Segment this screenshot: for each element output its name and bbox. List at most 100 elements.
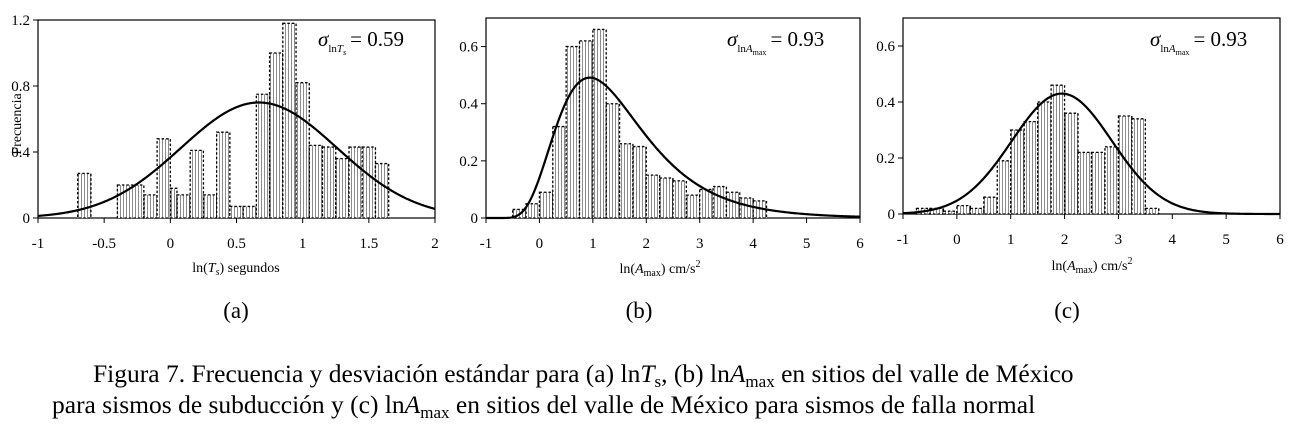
histogram-bar xyxy=(202,194,218,219)
histogram-bar xyxy=(77,172,92,219)
histogram-bar xyxy=(712,185,728,219)
histogram-bar xyxy=(1144,207,1160,215)
figure-caption: Figura 7. Frecuencia y desviación estánd… xyxy=(0,358,1300,421)
histogram-bar xyxy=(374,162,390,219)
y-tick-label: 0 xyxy=(23,211,31,227)
x-tick-label: 1.5 xyxy=(359,236,378,252)
histogram-bar xyxy=(268,52,284,219)
histogram-bar xyxy=(983,196,998,215)
x-tick-label: 3 xyxy=(1115,232,1123,248)
y-tick-label: 1.2 xyxy=(11,13,30,29)
histogram-bar xyxy=(215,131,231,219)
x-axis-label: ln(Ts) segundos xyxy=(192,261,280,278)
x-tick-label: -1 xyxy=(32,236,45,252)
y-tick-label: 0.8 xyxy=(11,79,30,95)
y-tick-label: 0.6 xyxy=(459,40,478,56)
chart-panel-a: -1 -0.5 0 0.5 1 1.5 2 0 0.4 0.8 1.2 Frecuencia ln… xyxy=(10,13,439,323)
x-tick-label: 4 xyxy=(1169,232,1177,248)
histogram-bar xyxy=(116,184,145,219)
histogram-bar xyxy=(605,103,621,219)
histogram-bar xyxy=(156,138,171,219)
histogram-bar xyxy=(1010,129,1025,215)
chart-panel-c: -1 0 1 2 3 4 5 6 00.20.40.6 ln(Amax) cm/s2 σlnA… xyxy=(876,17,1284,323)
x-tick-label: 2 xyxy=(1061,232,1069,248)
histogram-bar xyxy=(143,194,158,219)
sigma-annotation: σlnTs= 0.59 xyxy=(318,27,404,57)
x-tick-label: 0 xyxy=(167,236,175,252)
histogram-bars xyxy=(77,22,390,219)
y-tick-label: 0.2 xyxy=(459,154,478,170)
histogram-bar xyxy=(1023,120,1039,215)
y-axis-ticks: 0 0.4 0.8 1.2 xyxy=(11,13,38,227)
histogram-bar xyxy=(189,149,205,219)
figure-7: -1 -0.5 0 0.5 1 1.5 2 0 0.4 0.8 1.2 Frecuencia ln… xyxy=(10,13,1284,323)
x-tick-label: 1 xyxy=(1007,232,1015,248)
histogram-bar xyxy=(565,45,581,219)
x-axis-ticks: -1 0 1 2 3 4 5 6 xyxy=(480,218,864,252)
histogram-bar xyxy=(699,188,714,219)
histogram-bar xyxy=(578,40,594,219)
x-tick-label: 2 xyxy=(643,236,651,252)
histogram-bar xyxy=(242,205,258,219)
y-tick-label: 0.6 xyxy=(876,39,895,55)
histogram-bar xyxy=(752,200,768,219)
histogram-bar xyxy=(176,194,191,219)
histogram-bars xyxy=(512,28,768,219)
histogram-bar xyxy=(592,28,607,219)
x-tick-label: 5 xyxy=(1222,232,1230,248)
normal-curve xyxy=(902,92,1280,216)
y-axis-ticks: 0 0.2 0.4 0.6 xyxy=(876,39,903,223)
histogram-bar xyxy=(282,22,297,219)
histogram-bar xyxy=(1063,112,1079,215)
histogram-bar xyxy=(295,82,310,219)
x-tick-label: 1 xyxy=(589,236,597,252)
x-axis-ticks: -1 0 1 2 3 4 5 6 xyxy=(897,214,1284,248)
x-tick-label: 6 xyxy=(1276,232,1284,248)
x-tick-label: -1 xyxy=(480,236,493,252)
histogram-bar xyxy=(361,146,377,219)
histogram-bar xyxy=(348,146,363,219)
histogram-bar xyxy=(538,191,554,219)
histogram-bar xyxy=(956,204,971,215)
panel-label: (a) xyxy=(223,298,249,323)
x-axis-label: ln(Amax) cm/s2 xyxy=(1052,256,1133,276)
x-tick-label: -1 xyxy=(897,232,910,248)
panel-label: (b) xyxy=(626,298,653,323)
histogram-bar xyxy=(658,177,674,219)
histogram-bar xyxy=(725,191,741,219)
histogram-bar xyxy=(255,93,271,219)
histogram-bar xyxy=(1131,118,1147,215)
y-tick-label: 0 xyxy=(471,211,479,227)
histogram-bar xyxy=(1104,146,1120,215)
x-axis-label: ln(Amax) cm/s2 xyxy=(620,259,701,279)
panel-label: (c) xyxy=(1054,298,1080,323)
histogram-bar xyxy=(552,125,567,219)
histogram-bar xyxy=(618,143,634,219)
y-tick-label: 0.4 xyxy=(11,145,30,161)
histogram-bar xyxy=(645,174,661,219)
histogram-bar xyxy=(672,180,688,219)
y-tick-label: 0.4 xyxy=(876,95,895,111)
histogram-bar xyxy=(1090,151,1106,215)
x-tick-label: 1 xyxy=(299,236,307,252)
normal-curve xyxy=(37,101,436,217)
sigma-annotation: σlnAmax= 0.93 xyxy=(727,27,824,57)
histogram-bar xyxy=(169,187,178,219)
y-axis-label: Frecuencia xyxy=(10,93,25,155)
histogram-bar xyxy=(1050,84,1066,215)
chart-panel-b: -1 0 1 2 3 4 5 6 00.20.40.6 ln(Amax) cm/s2 σlnA… xyxy=(459,17,864,323)
x-tick-label: 6 xyxy=(856,236,864,252)
histogram-bar xyxy=(969,207,985,215)
x-tick-label: 3 xyxy=(696,236,704,252)
histogram-bar xyxy=(685,194,701,219)
y-axis-ticks: 0 0.2 0.4 0.6 xyxy=(459,40,486,227)
sigma-annotation: σlnAmax= 0.93 xyxy=(1150,27,1247,57)
histogram-bar xyxy=(632,145,647,219)
histogram-bar xyxy=(1077,151,1093,215)
histogram-bars xyxy=(915,84,1160,215)
y-tick-label: 0 xyxy=(888,207,896,223)
fitted-curve xyxy=(486,76,861,220)
histogram-bar xyxy=(1036,101,1052,215)
x-tick-label: 0 xyxy=(536,236,544,252)
histogram-bar xyxy=(996,160,1012,215)
